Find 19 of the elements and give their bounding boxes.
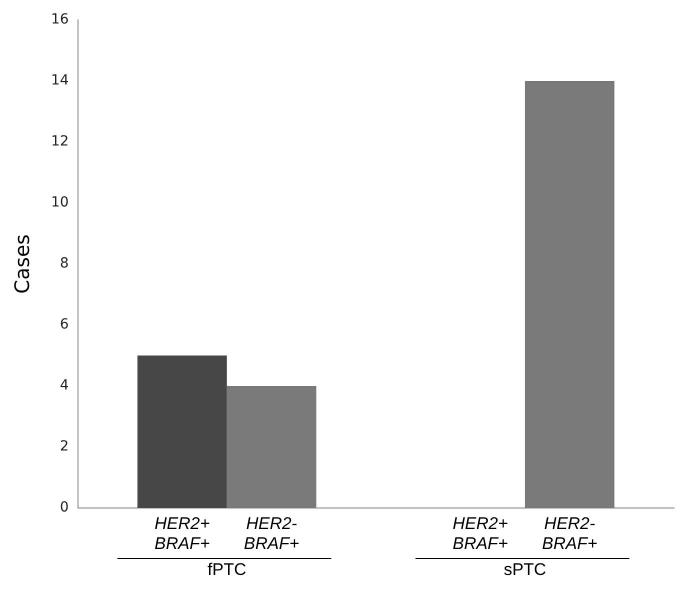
x-tick-label: fPTC: [207, 560, 246, 580]
y-tick-label: 10: [50, 194, 69, 211]
y-tick-label: 14: [50, 72, 69, 89]
bar: [524, 81, 614, 508]
text: HER2- BRAF+: [542, 514, 598, 554]
y-tick-label: 12: [50, 134, 69, 150]
x-tick-label: sPTC: [504, 560, 546, 580]
y-tick-label: 16: [50, 12, 69, 28]
y-tick-label: 8: [60, 256, 69, 272]
bar: [137, 356, 227, 508]
y-tick-label: 0: [60, 500, 69, 516]
y-axis-title: Cases: [10, 234, 34, 294]
series-label: HER2+ BRAF+: [154, 514, 210, 554]
series-label: HER2- BRAF+: [244, 514, 300, 554]
bar: [226, 386, 316, 508]
y-tick-label: 6: [60, 316, 69, 333]
y-tick-label: 2: [60, 438, 69, 455]
text: HER2+ BRAF+: [452, 514, 508, 554]
y-tick-label: 4: [60, 378, 69, 394]
